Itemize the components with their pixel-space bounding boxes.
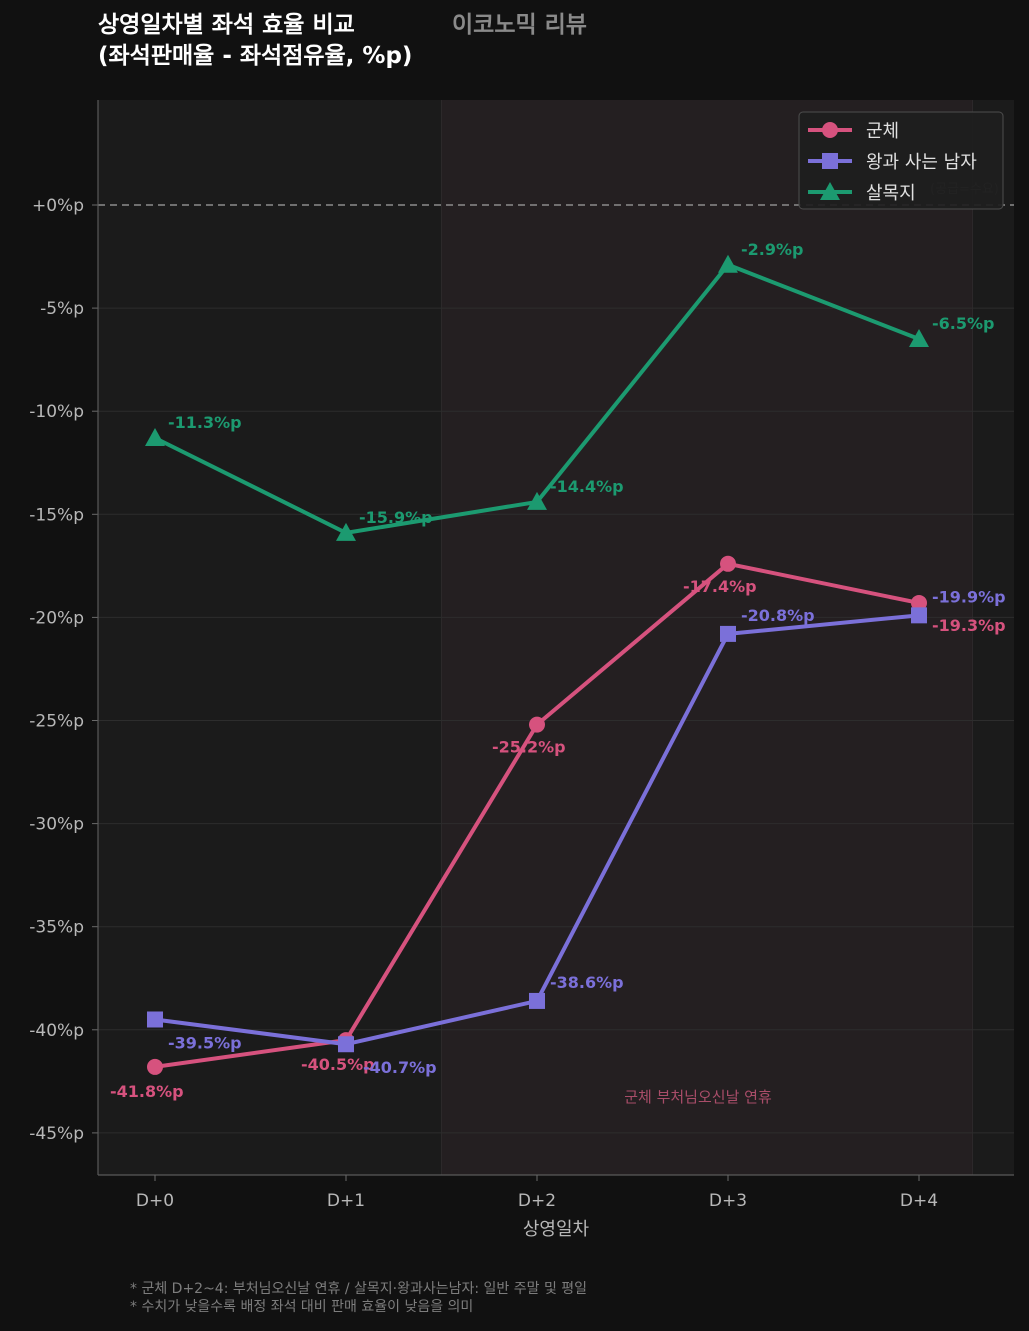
data-point-0-3 bbox=[720, 555, 736, 572]
data-point-0-2 bbox=[529, 716, 545, 733]
data-label-0-1: -40.5%p bbox=[301, 1055, 375, 1074]
data-label-1-3: -20.8%p bbox=[741, 606, 815, 625]
data-label-0-4: -19.3%p bbox=[932, 616, 1006, 635]
data-point-1-2 bbox=[529, 992, 545, 1009]
title-line-2: (좌석판매율 - 좌석점유율, %p) bbox=[98, 43, 413, 69]
y-tick-label: -20%p bbox=[29, 608, 84, 628]
data-label-2-3: -2.9%p bbox=[741, 240, 803, 259]
y-tick-label: -5%p bbox=[40, 299, 84, 319]
data-label-0-2: -25.2%p bbox=[492, 738, 566, 757]
y-tick-label: -10%p bbox=[29, 402, 84, 422]
holiday-highlight-band bbox=[441, 100, 973, 1175]
legend-box bbox=[798, 111, 1004, 210]
y-tick-label: -40%p bbox=[29, 1021, 84, 1041]
chart-title: 상영일차별 좌석 효율 비교 (좌석판매율 - 좌석점유율, %p) bbox=[98, 10, 412, 72]
brand-label: 이코노믹 리뷰 bbox=[452, 12, 587, 38]
y-tick-label: -30%p bbox=[29, 815, 84, 835]
data-label-2-1: -15.9%p bbox=[359, 508, 433, 527]
x-tick-label: D+3 bbox=[709, 1191, 747, 1211]
data-point-1-1 bbox=[338, 1036, 354, 1053]
y-tick-label: -25%p bbox=[29, 712, 84, 732]
footnote-2: * 수치가 낮을수록 배정 좌석 대비 판매 효율이 낮음을 의미 bbox=[130, 1299, 474, 1315]
data-label-2-0: -11.3%p bbox=[168, 413, 242, 432]
footnotes: * 군체 D+2~4: 부처님오신날 연휴 / 살목지·왕과사는남자: 일반 주… bbox=[130, 1280, 587, 1316]
data-point-2-0 bbox=[145, 428, 165, 447]
legend-label-2: 살목지 bbox=[866, 183, 916, 204]
data-label-1-4: -19.9%p bbox=[932, 587, 1006, 606]
y-tick-label: -45%p bbox=[29, 1124, 84, 1144]
x-tick-label: D+4 bbox=[900, 1191, 938, 1211]
x-tick-label: D+0 bbox=[136, 1191, 174, 1211]
data-point-2-4 bbox=[909, 329, 929, 348]
x-tick-label: D+1 bbox=[327, 1191, 365, 1211]
data-point-2-2 bbox=[527, 491, 547, 510]
data-label-1-2: -38.6%p bbox=[550, 973, 624, 992]
y-tick-label: +0%p bbox=[32, 196, 84, 216]
data-label-0-3: -17.4%p bbox=[683, 577, 757, 596]
y-tick-label: -35%p bbox=[29, 918, 84, 938]
data-label-2-4: -6.5%p bbox=[932, 314, 994, 333]
x-axis-label: 상영일차 bbox=[523, 1219, 590, 1240]
x-tick-label: D+2 bbox=[518, 1191, 556, 1211]
footnote-1: * 군체 D+2~4: 부처님오신날 연휴 / 살목지·왕과사는남자: 일반 주… bbox=[130, 1281, 588, 1297]
data-point-1-3 bbox=[720, 625, 736, 642]
highlight-label: 군체 부처님오신날 연휴 bbox=[624, 1088, 772, 1106]
header-band bbox=[0, 0, 1029, 100]
data-label-0-0: -41.8%p bbox=[110, 1082, 184, 1101]
legend-marker-0 bbox=[822, 122, 838, 138]
data-point-2-3 bbox=[718, 254, 738, 273]
legend-label-1: 왕과 사는 남자 bbox=[866, 152, 977, 173]
legend-marker-1 bbox=[822, 153, 838, 169]
data-point-2-1 bbox=[336, 522, 356, 541]
data-point-0-4 bbox=[911, 594, 927, 611]
y-tick-label: -15%p bbox=[29, 505, 84, 525]
title-line-1: 상영일차별 좌석 효율 비교 bbox=[98, 12, 355, 38]
data-label-1-1: -40.7%p bbox=[363, 1058, 437, 1077]
legend-marker-2 bbox=[820, 182, 840, 200]
legend-label-0: 군체 bbox=[866, 121, 899, 142]
data-point-1-0 bbox=[147, 1011, 163, 1028]
data-point-0-0 bbox=[147, 1058, 163, 1075]
data-label-1-0: -39.5%p bbox=[168, 1033, 242, 1052]
data-label-2-2: -14.4%p bbox=[550, 477, 624, 496]
data-point-1-4 bbox=[911, 607, 927, 624]
